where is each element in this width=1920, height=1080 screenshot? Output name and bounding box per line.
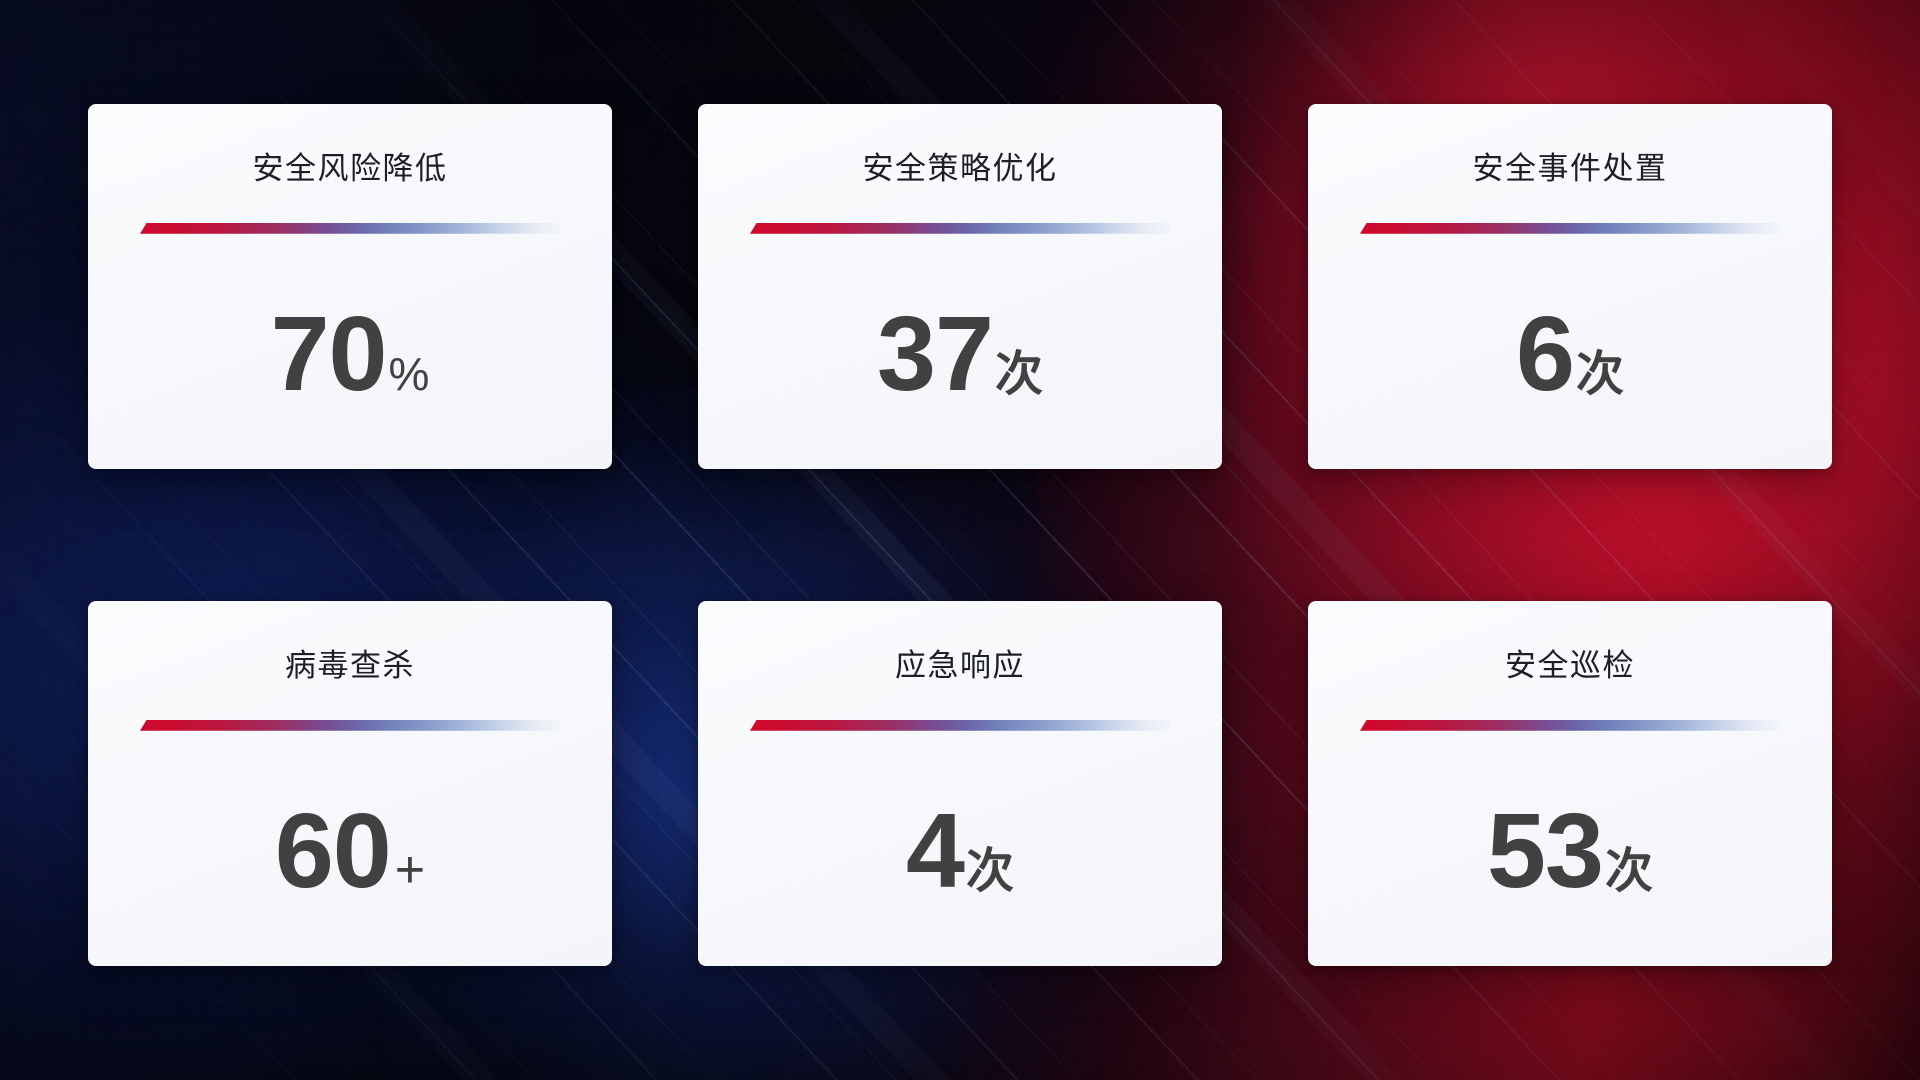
metric-card-emergency-response[interactable]: 应急响应 4 次 — [698, 601, 1222, 966]
metric-card-grid: 安全风险降低 70 % 安全策略优化 37 次 安全事件处置 — [88, 104, 1832, 966]
metric-card-title: 病毒查杀 — [285, 648, 415, 683]
metric-value-unit: 次 — [965, 845, 1014, 898]
metric-card-value: 6 次 — [1516, 301, 1624, 407]
metric-card-title: 安全策略优化 — [862, 151, 1058, 186]
metric-value-number: 70 — [270, 295, 388, 413]
metric-card-divider — [1360, 719, 1780, 731]
metric-card-virus-scan-removal[interactable]: 病毒查杀 60 + — [88, 601, 612, 966]
metric-card-value: 37 次 — [877, 301, 1043, 407]
gradient-bar-icon — [750, 222, 1170, 234]
metric-card-security-inspection[interactable]: 安全巡检 53 次 — [1308, 601, 1832, 966]
metric-card-divider — [750, 719, 1170, 731]
metric-value-unit: 次 — [1575, 348, 1624, 401]
metric-card-security-policy-optimization[interactable]: 安全策略优化 37 次 — [698, 104, 1222, 469]
metric-card-value: 60 + — [275, 798, 425, 904]
metric-value-number: 60 — [274, 792, 392, 910]
metric-card-security-risk-reduction[interactable]: 安全风险降低 70 % — [88, 104, 612, 469]
metric-card-divider — [140, 719, 560, 731]
metric-value-unit: + — [394, 841, 426, 899]
metric-card-divider — [750, 222, 1170, 234]
metric-card-title: 安全事件处置 — [1472, 151, 1668, 186]
metric-value-unit: % — [388, 348, 430, 400]
metric-card-divider — [1360, 222, 1780, 234]
metric-card-title: 应急响应 — [895, 648, 1025, 683]
metric-card-divider — [140, 222, 560, 234]
gradient-bar-icon — [750, 719, 1170, 731]
metric-card-value: 70 % — [271, 301, 430, 407]
gradient-bar-icon — [1360, 719, 1780, 731]
metric-card-value: 53 次 — [1487, 798, 1653, 904]
gradient-bar-icon — [140, 719, 560, 731]
metric-card-title: 安全巡检 — [1505, 648, 1635, 683]
metric-value-number: 37 — [877, 295, 994, 413]
gradient-bar-icon — [140, 222, 560, 234]
metric-value-number: 4 — [906, 792, 965, 910]
metric-card-security-incident-handling[interactable]: 安全事件处置 6 次 — [1308, 104, 1832, 469]
gradient-bar-icon — [1360, 222, 1780, 234]
metric-card-title: 安全风险降低 — [252, 151, 448, 186]
metric-value-unit: 次 — [994, 348, 1043, 401]
metric-card-value: 4 次 — [906, 798, 1014, 904]
metric-value-unit: 次 — [1604, 845, 1653, 898]
metric-value-number: 6 — [1516, 295, 1575, 413]
metric-value-number: 53 — [1487, 792, 1604, 910]
